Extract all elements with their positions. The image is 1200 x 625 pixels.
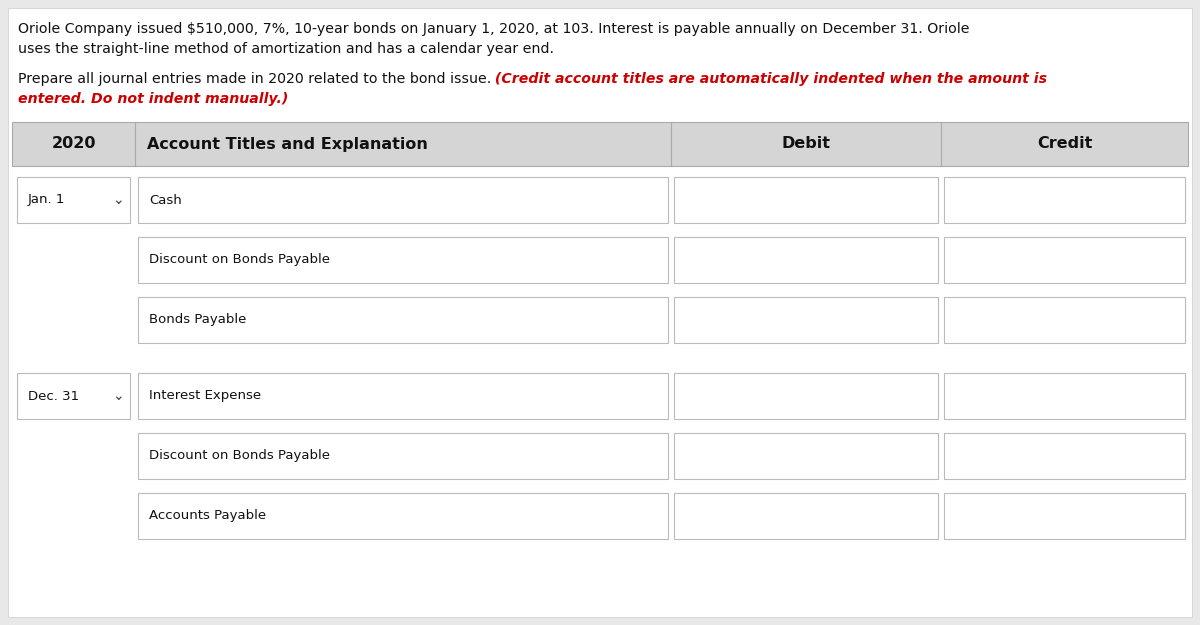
Text: 2020: 2020 <box>52 136 96 151</box>
FancyBboxPatch shape <box>944 237 1186 283</box>
FancyBboxPatch shape <box>138 237 667 283</box>
FancyBboxPatch shape <box>673 237 938 283</box>
FancyBboxPatch shape <box>8 8 1192 617</box>
FancyBboxPatch shape <box>944 177 1186 223</box>
FancyBboxPatch shape <box>944 297 1186 343</box>
FancyBboxPatch shape <box>944 433 1186 479</box>
FancyBboxPatch shape <box>138 433 667 479</box>
FancyBboxPatch shape <box>138 493 667 539</box>
Text: Discount on Bonds Payable: Discount on Bonds Payable <box>150 449 330 462</box>
Text: Bonds Payable: Bonds Payable <box>150 314 247 326</box>
FancyBboxPatch shape <box>138 177 667 223</box>
Text: Cash: Cash <box>150 194 182 206</box>
FancyBboxPatch shape <box>944 373 1186 419</box>
Text: Debit: Debit <box>781 136 830 151</box>
FancyBboxPatch shape <box>673 297 938 343</box>
Text: Prepare all journal entries made in 2020 related to the bond issue.: Prepare all journal entries made in 2020… <box>18 72 491 86</box>
Text: Interest Expense: Interest Expense <box>150 389 262 402</box>
Text: Oriole Company issued $510,000, 7%, 10-year bonds on January 1, 2020, at 103. In: Oriole Company issued $510,000, 7%, 10-y… <box>18 22 970 36</box>
FancyBboxPatch shape <box>673 433 938 479</box>
Text: ⌄: ⌄ <box>112 389 124 403</box>
Text: ⌄: ⌄ <box>112 193 124 207</box>
FancyBboxPatch shape <box>673 177 938 223</box>
FancyBboxPatch shape <box>944 493 1186 539</box>
FancyBboxPatch shape <box>12 122 1188 166</box>
Text: Accounts Payable: Accounts Payable <box>150 509 266 522</box>
FancyBboxPatch shape <box>673 373 938 419</box>
FancyBboxPatch shape <box>17 373 131 419</box>
Text: Discount on Bonds Payable: Discount on Bonds Payable <box>150 254 330 266</box>
Text: uses the straight-line method of amortization and has a calendar year end.: uses the straight-line method of amortiz… <box>18 42 554 56</box>
Text: Jan. 1: Jan. 1 <box>28 194 65 206</box>
Text: entered. Do not indent manually.): entered. Do not indent manually.) <box>18 92 288 106</box>
FancyBboxPatch shape <box>673 493 938 539</box>
Text: Dec. 31: Dec. 31 <box>28 389 79 402</box>
Text: (Credit account titles are automatically indented when the amount is: (Credit account titles are automatically… <box>490 72 1046 86</box>
FancyBboxPatch shape <box>138 373 667 419</box>
Text: Credit: Credit <box>1037 136 1092 151</box>
FancyBboxPatch shape <box>138 297 667 343</box>
FancyBboxPatch shape <box>17 177 131 223</box>
Text: Account Titles and Explanation: Account Titles and Explanation <box>148 136 428 151</box>
